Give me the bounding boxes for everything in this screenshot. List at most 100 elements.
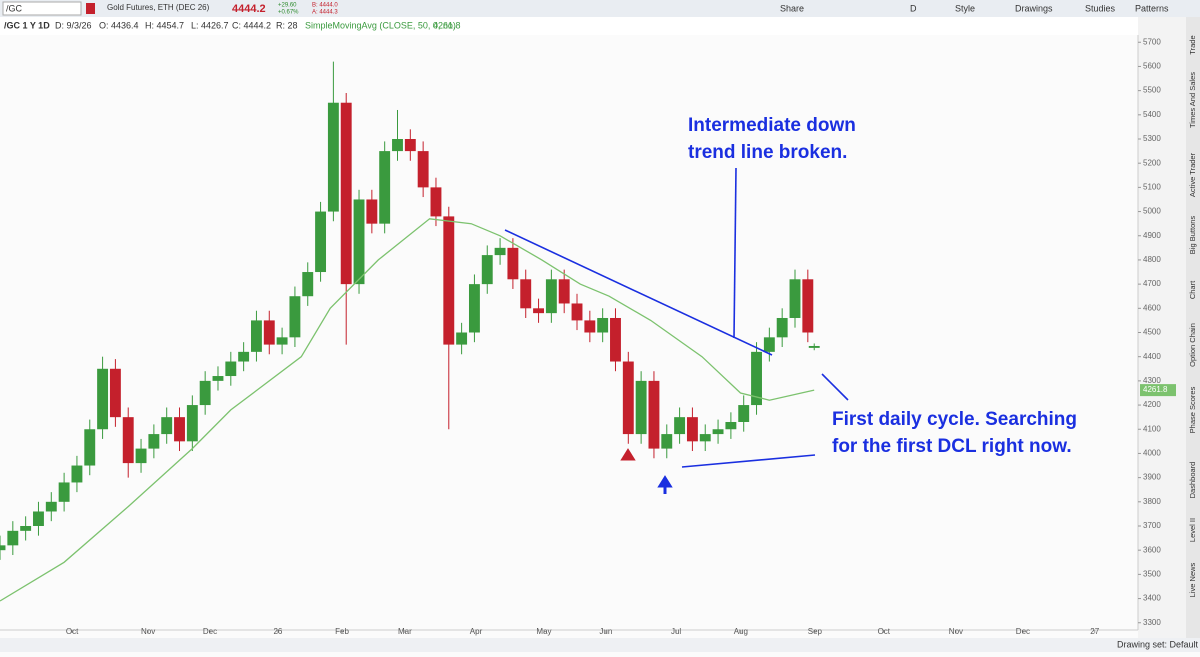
candle-body xyxy=(674,417,686,435)
candle-body xyxy=(122,417,134,464)
candle-body xyxy=(327,102,339,212)
candle-body xyxy=(71,465,83,483)
candle-body xyxy=(417,151,429,188)
x-tick-label: Aug xyxy=(734,627,748,636)
alert-icon[interactable] xyxy=(86,3,95,14)
toolbar xyxy=(0,0,1200,17)
y-tick-label: 5500 xyxy=(1143,86,1161,95)
change: +29.60 xyxy=(278,3,297,9)
toolbar-button[interactable]: Style xyxy=(955,3,975,13)
side-tab[interactable]: Option Chain xyxy=(1188,323,1197,367)
candle-body xyxy=(379,151,391,224)
toolbar-button[interactable]: Share xyxy=(780,3,804,13)
candle-body xyxy=(648,380,660,449)
change-pct: +0.67% xyxy=(278,10,299,16)
instrument-name: Gold Futures, ETH (DEC 26) xyxy=(107,3,210,12)
candle-body xyxy=(597,317,609,333)
candle-body xyxy=(545,279,557,314)
last-price: 4444.2 xyxy=(232,3,266,15)
price-badge-label: 4261.8 xyxy=(1143,385,1168,394)
header-field: H: 4454.7 xyxy=(145,20,184,30)
x-tick-label: 27 xyxy=(1090,627,1099,636)
candle-body xyxy=(302,272,314,297)
candle-body xyxy=(186,405,198,442)
header-field: L: 4426.7 xyxy=(191,20,229,30)
candle-body xyxy=(725,421,737,430)
candle-body xyxy=(808,345,820,348)
toolbar-button[interactable]: D xyxy=(910,3,917,13)
side-tab[interactable]: Phase Scores xyxy=(1188,386,1197,433)
candle-body xyxy=(58,482,70,502)
y-tick-label: 3300 xyxy=(1143,618,1161,627)
side-tab[interactable]: Chart xyxy=(1188,280,1197,299)
candle-body xyxy=(238,351,250,362)
toolbar-button[interactable]: Studies xyxy=(1085,3,1116,13)
annotation: trend line broken. xyxy=(688,142,847,163)
header-field: 4261.8 xyxy=(433,20,461,30)
candle-body xyxy=(20,525,32,531)
x-tick-label: Apr xyxy=(470,627,483,636)
x-tick-label: Dec xyxy=(203,627,217,636)
side-tabs: Trade Times And Sales Active Trader Big But… xyxy=(1188,35,1197,597)
toolbar-buttons: Share D Style Drawings Studies Patterns xyxy=(780,3,1169,13)
candle-body xyxy=(610,317,621,362)
candle-body xyxy=(404,139,416,152)
candle-body xyxy=(430,187,442,217)
toolbar-button[interactable]: Patterns xyxy=(1135,3,1169,13)
side-tab[interactable]: Times And Sales xyxy=(1188,72,1197,128)
candle-body xyxy=(751,351,762,406)
candle-body xyxy=(468,284,480,333)
candle-body xyxy=(276,337,288,345)
candle-body xyxy=(443,216,455,345)
trend-line xyxy=(504,229,773,356)
side-tab[interactable]: Trade xyxy=(1188,35,1197,54)
candle-body xyxy=(661,434,673,449)
x-tick-label: Sep xyxy=(808,627,823,636)
annotation: First daily cycle. Searching xyxy=(832,409,1077,430)
header-field: /GC 1 Y 1D xyxy=(4,20,50,30)
symbol-box[interactable] xyxy=(2,1,82,16)
candle-body xyxy=(174,417,185,442)
cycle-arrow xyxy=(657,475,673,494)
y-tick-label: 3700 xyxy=(1143,521,1161,530)
candle-body xyxy=(97,368,109,430)
candle-body xyxy=(456,332,468,345)
side-tab[interactable]: Active Trader xyxy=(1188,152,1197,197)
candle-body xyxy=(109,368,121,418)
candle-body xyxy=(0,545,6,551)
x-tick-label: 26 xyxy=(273,627,282,636)
bid: B: 4444.0 xyxy=(312,3,338,9)
x-tick-label: Mar xyxy=(398,627,412,636)
candle-body xyxy=(84,429,96,466)
price-badge xyxy=(1140,384,1176,397)
side-tab[interactable]: Dashboard xyxy=(1188,462,1197,499)
annotation: Intermediate down xyxy=(688,115,856,136)
y-tick-label: 4300 xyxy=(1143,376,1161,385)
candle-body xyxy=(712,429,724,435)
side-panel xyxy=(1186,17,1200,638)
side-tab[interactable]: Live News xyxy=(1188,562,1197,597)
toolbar-button[interactable]: Drawings xyxy=(1015,3,1053,13)
candle-body xyxy=(135,448,147,464)
drawing-set[interactable]: Drawing set: Default xyxy=(1117,639,1199,649)
plot: 3300 3400 3500 3600 3700 3800 3900 4000 4100 4200… xyxy=(0,37,1176,636)
candle-body xyxy=(776,317,788,338)
x-tick-label: Oct xyxy=(66,627,79,636)
candle-body xyxy=(520,279,532,309)
x-tick-label: Jul xyxy=(671,627,681,636)
y-tick-label: 4600 xyxy=(1143,303,1161,312)
y-tick-label: 4800 xyxy=(1143,255,1161,264)
side-tab[interactable]: Big Buttons xyxy=(1188,216,1197,255)
drawings xyxy=(504,167,849,468)
side-tab[interactable]: Level II xyxy=(1188,518,1197,542)
status-bar xyxy=(0,638,1200,652)
candle-body xyxy=(738,405,750,422)
header-field: SimpleMovingAvg (CLOSE, 50, 0, no) xyxy=(305,20,456,30)
x-tick-label: Jun xyxy=(599,627,612,636)
y-tick-label: 4200 xyxy=(1143,400,1161,409)
y-tick-label: 3400 xyxy=(1143,594,1161,603)
symbol[interactable]: /GC xyxy=(6,3,23,13)
y-tick-label: 3500 xyxy=(1143,569,1161,578)
header-field: C: 4444.2 xyxy=(232,20,271,30)
